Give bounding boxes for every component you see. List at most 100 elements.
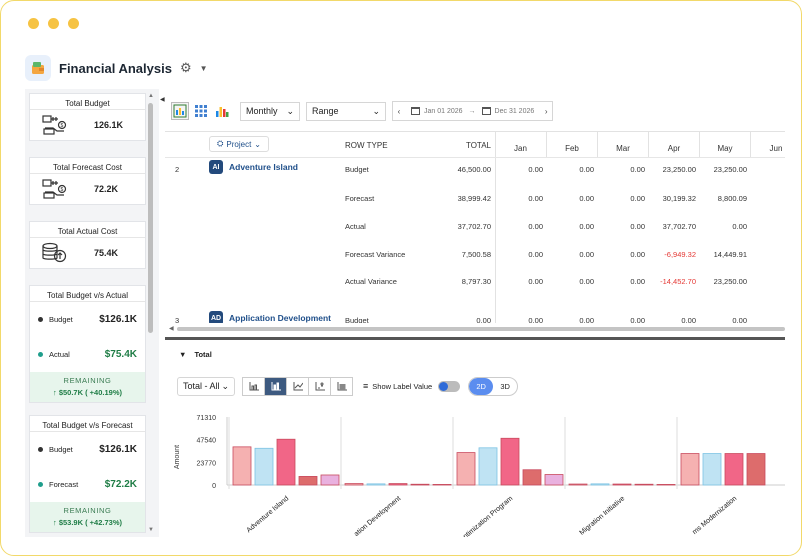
show-label-value-toggle[interactable] [438,380,461,392]
row-label: Actual [49,349,70,359]
window-dot-minimize[interactable] [48,18,59,29]
group-icon: ⛭ [216,139,224,148]
y-tick-label: 0 [212,483,216,490]
label-value-icon: ≡ [363,381,369,391]
date-to-field[interactable]: Dec 31 2026 [476,107,541,115]
bar-4-0 [680,453,700,486]
month-value-cell: 0 [738,165,785,174]
scrollbar-thumb[interactable] [148,103,153,333]
month-value-cell: 0.00 [681,316,696,323]
window-dot-maximize[interactable] [68,18,79,29]
month-value-cell: 0.00 [579,194,594,203]
line-chart-type-icon[interactable] [286,376,309,396]
total-cell: 8,797.30 [461,277,491,286]
month-value-cell: 0.00 [732,316,747,323]
column-chart-type-icon[interactable] [264,376,287,396]
card-title: Total Forecast Cost [30,158,145,174]
total-cell: 7,500.58 [461,250,491,259]
stacked-chart-type-icon[interactable] [308,376,331,396]
month-value-cell: 0 [738,316,785,323]
scroll-up-icon[interactable]: ▲ [148,93,154,99]
month-value-cell: 0.00 [630,316,645,323]
card-total-forecast-cost: Total Forecast Cost $ 72.2K [29,157,146,205]
grid-horizontal-scrollbar[interactable]: ◀ [169,326,785,332]
column-header-month[interactable]: Jun [750,132,785,158]
x-tick-label: ptimization Program [462,495,514,537]
row-index: 3 [175,316,180,323]
column-header-total[interactable]: TOTAL [465,141,491,150]
x-tick-label: Adventure Island [246,495,291,534]
project-avatar: AD [209,311,223,323]
svg-text:$: $ [61,187,64,193]
month-value-cell: 0.00 [528,250,543,259]
show-label-value-label: Show Label Value [372,381,433,391]
row-label: Budget [49,314,73,324]
row-value: $126.1K [99,443,137,455]
month-value-cell: 0.00 [630,250,645,259]
bar-1-2 [388,483,408,486]
area-chart-type-icon[interactable] [330,376,353,396]
month-value-cell: 0.00 [630,277,645,286]
mode-3d-button[interactable]: 3D [500,381,510,391]
project-name-cell[interactable]: AD Application Development [209,311,331,323]
prev-range-button[interactable]: ‹ [397,106,401,116]
scroll-down-icon[interactable]: ▼ [148,527,154,533]
main-panel: Monthly ⌄ Range ⌄ ‹ Jan 01 2026 → Dec 31… [165,91,785,537]
card-value: 75.4K [94,248,119,258]
gear-icon[interactable]: ⚙ [179,60,192,75]
date-from-field[interactable]: Jan 01 2026 [405,107,469,115]
grid-view-icon[interactable] [192,102,210,120]
row-index: 2 [175,165,180,174]
project-name-cell[interactable]: AI Adventure Island [209,160,298,174]
column-header-month[interactable]: May [699,132,750,158]
bullet-icon [38,316,43,322]
panel-splitter[interactable] [165,337,785,340]
month-value-cell: 23,250.00 [662,165,696,174]
mode-select[interactable]: Range ⌄ [306,101,386,121]
column-header-month[interactable]: Jan [495,132,546,158]
chevron-down-icon[interactable]: ▼ [199,63,208,73]
month-value-cell: 0.00 [630,222,645,231]
group-by-label: Project [226,139,252,149]
window-dot-close[interactable] [28,18,39,29]
month-value-cell: -6,949.32 [664,250,696,259]
month-value-cell: 0.00 [579,222,594,231]
mode-2d-button[interactable]: 2D [469,377,494,395]
chart-toolbar: Total - All ⌄ ≡ Show Label Value 2D 3D [177,375,519,397]
total-cell: 38,999.42 [457,194,491,203]
column-divider [495,132,496,323]
month-value-cell: 0.00 [528,222,543,231]
page-title: Financial Analysis [59,60,172,76]
row-value: $72.2K [104,478,137,490]
column-header-row-type[interactable]: ROW TYPE [345,141,388,150]
chart-filter-select[interactable]: Total - All ⌄ [177,376,235,396]
bar-0-1 [254,447,274,486]
row-type-cell: Forecast [345,194,375,203]
total-cell: 46,500.00 [457,165,491,174]
next-range-button[interactable]: › [544,106,548,116]
sidebar-scrollbar[interactable]: ▲ ▼ [148,93,154,533]
scroll-left-icon[interactable]: ◀ [169,326,174,332]
bar-chart-type-icon[interactable] [242,376,265,396]
group-by-project-button[interactable]: ⛭ Project ⌄ [209,136,269,152]
comparison-row-actual: Actual $75.4K [30,336,145,372]
column-header-month[interactable]: Mar [597,132,648,158]
period-select[interactable]: Monthly ⌄ [240,101,300,121]
total-section-header[interactable]: ▼ Total [179,350,212,359]
grid-chart-view-icon[interactable] [171,102,189,120]
chart-view-icon[interactable] [213,102,231,120]
project-name: Adventure Island [229,162,298,172]
budget-bar-chart: Amount 0 23770 47540 71310 Adventure Island at… [174,415,785,537]
column-header-month[interactable]: Apr [648,132,699,158]
bar-4-2 [724,453,744,486]
up-arrow-icon: ↑ [52,388,59,397]
scrollbar-thumb[interactable] [177,327,785,331]
remaining-value: ↑ $50.7K ( +40.19%) [30,388,145,397]
card-title: Total Actual Cost [30,222,145,238]
collapse-left-icon[interactable]: ◀ [160,97,165,103]
card-value: 126.1K [94,120,124,130]
month-value-cell: 37,702.70 [662,222,696,231]
column-header-month[interactable]: Feb [546,132,597,158]
row-type-cell: Actual Variance [345,277,397,286]
